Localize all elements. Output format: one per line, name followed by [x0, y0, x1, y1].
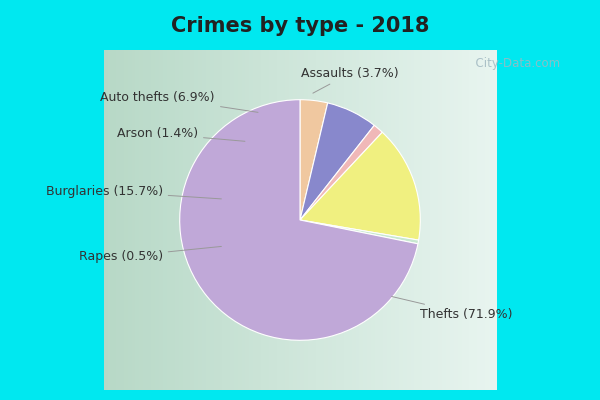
- Text: Arson (1.4%): Arson (1.4%): [117, 127, 245, 141]
- Text: Rapes (0.5%): Rapes (0.5%): [79, 246, 221, 263]
- Text: Auto thefts (6.9%): Auto thefts (6.9%): [101, 90, 258, 112]
- Text: Thefts (71.9%): Thefts (71.9%): [392, 296, 513, 321]
- Text: City-Data.com: City-Data.com: [468, 58, 560, 70]
- Wedge shape: [300, 103, 374, 220]
- Wedge shape: [300, 125, 382, 220]
- Text: Assaults (3.7%): Assaults (3.7%): [301, 67, 398, 93]
- Wedge shape: [300, 220, 419, 244]
- Text: Crimes by type - 2018: Crimes by type - 2018: [171, 16, 429, 36]
- Text: Burglaries (15.7%): Burglaries (15.7%): [46, 185, 221, 199]
- Wedge shape: [300, 132, 421, 240]
- Wedge shape: [179, 100, 418, 340]
- Wedge shape: [300, 100, 328, 220]
